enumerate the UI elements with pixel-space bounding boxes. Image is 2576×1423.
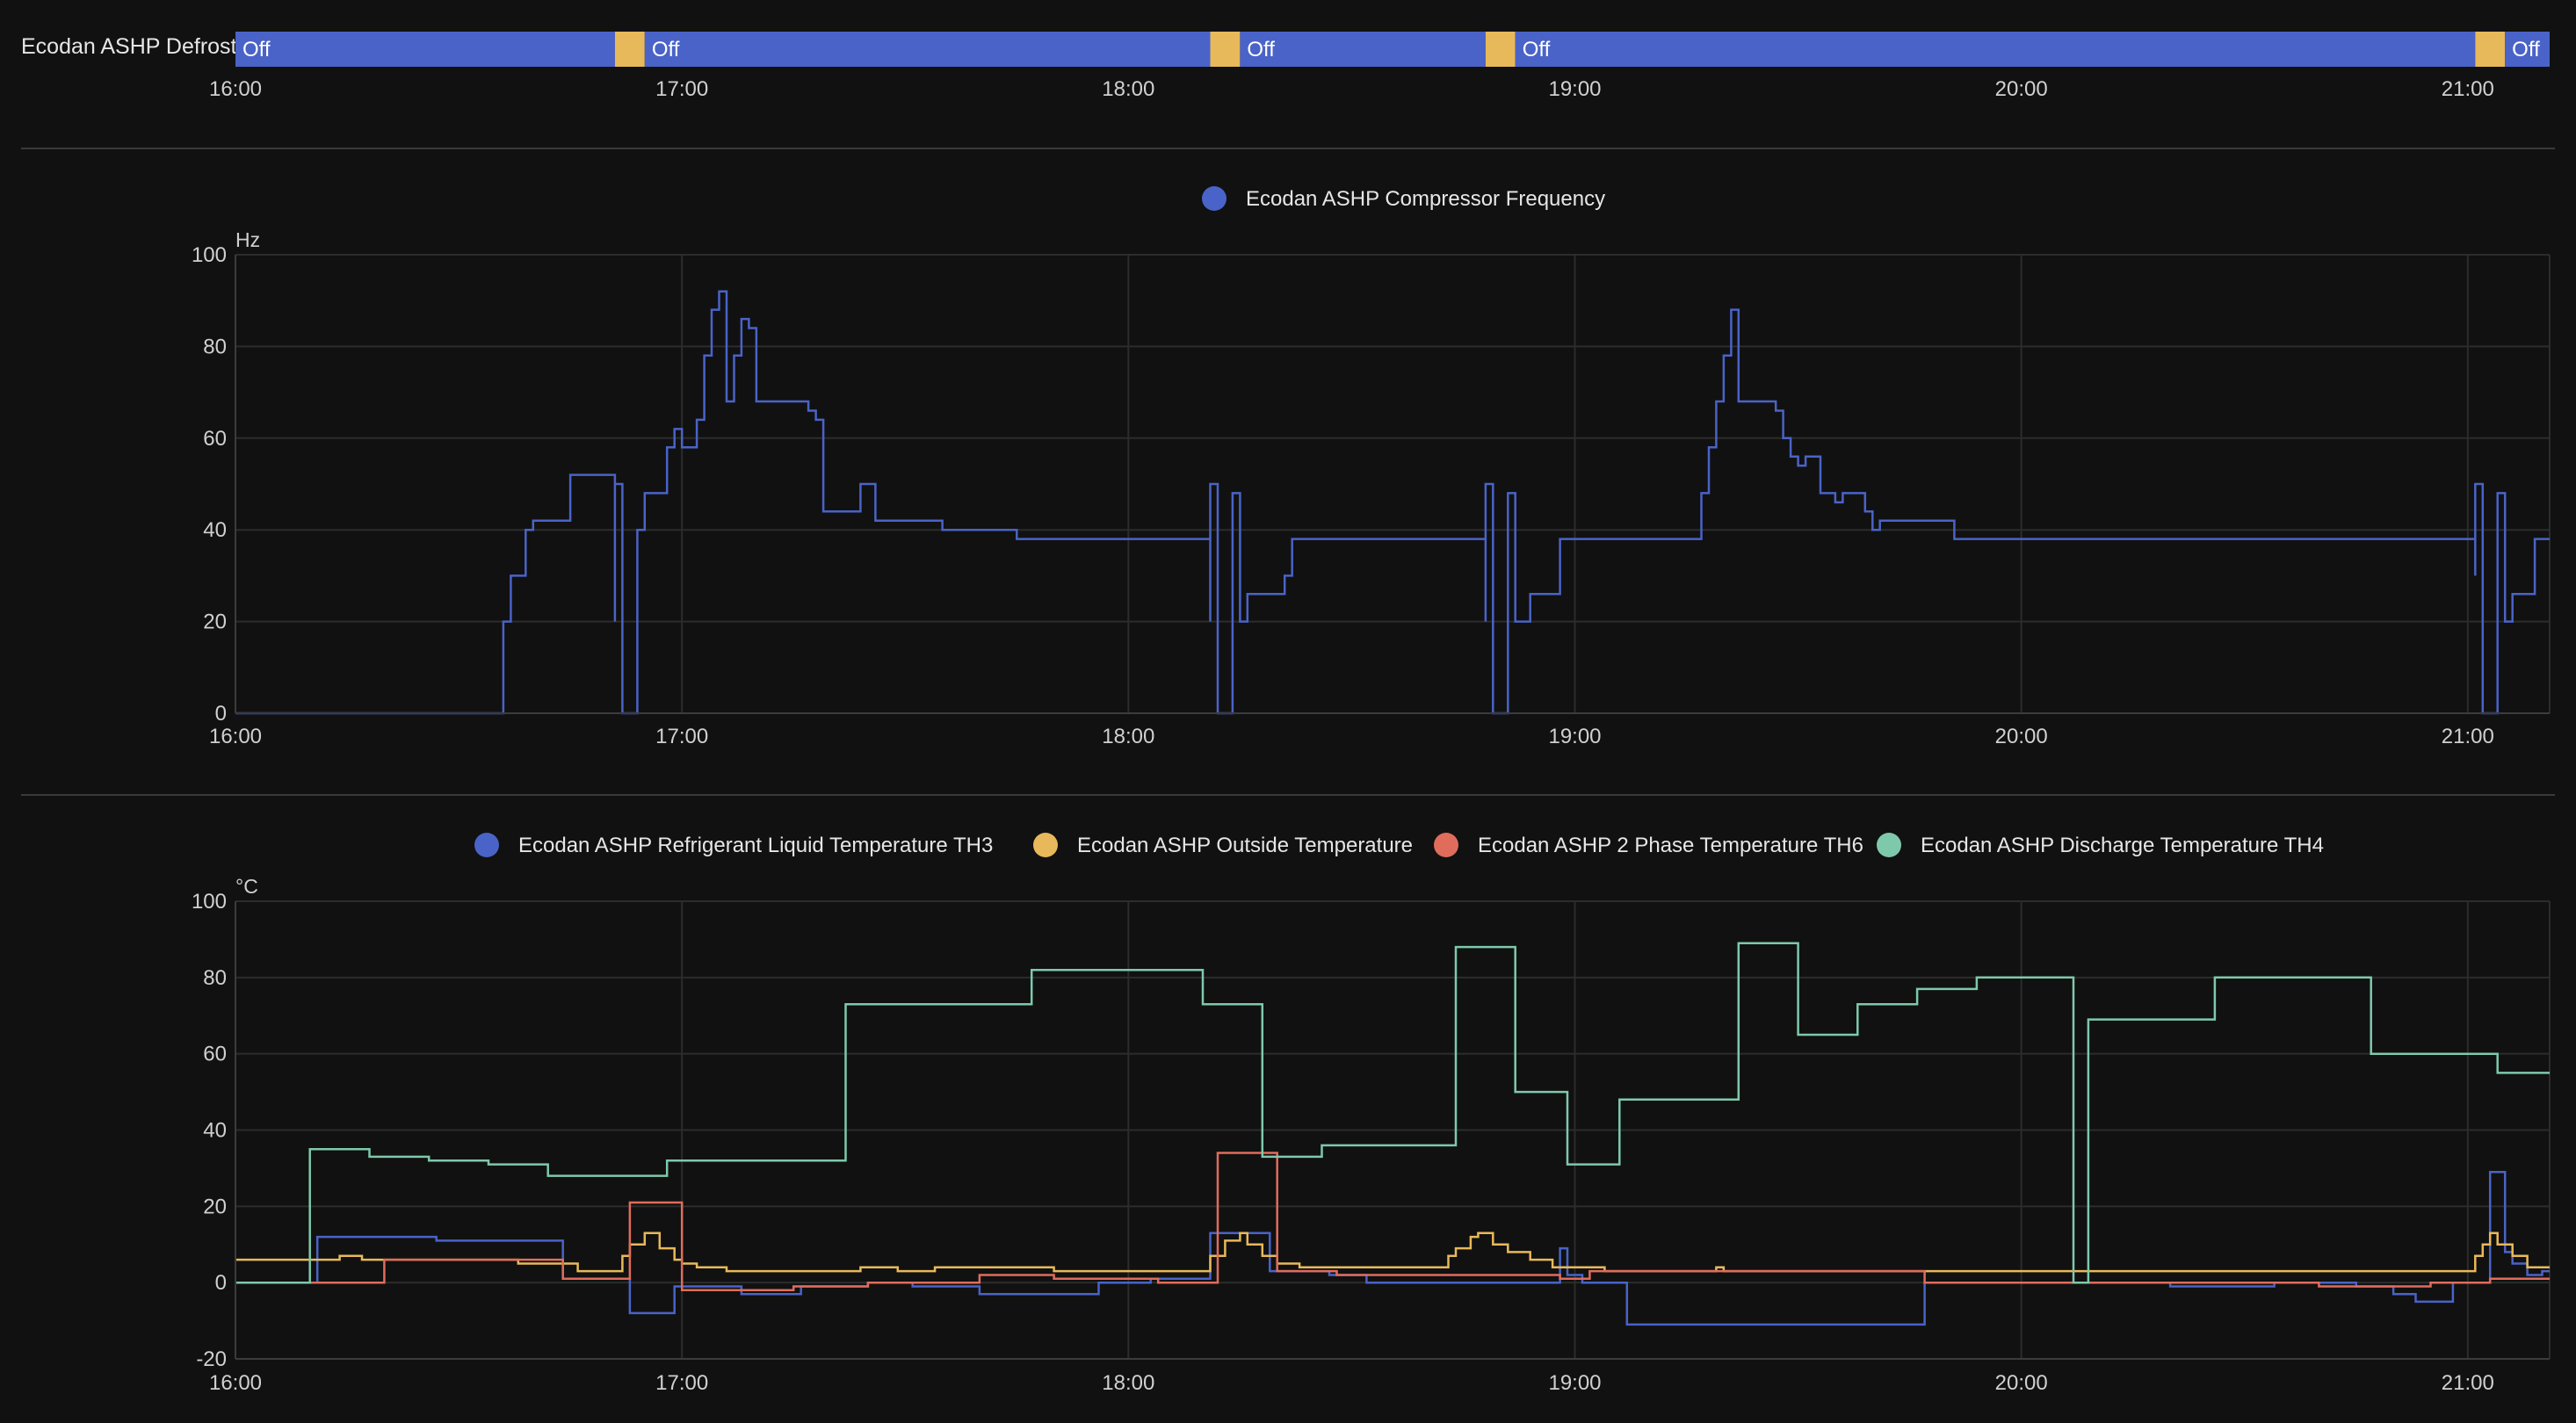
- timeline-segment-label: Off: [1523, 38, 1551, 61]
- y-tick-label: 0: [215, 1271, 227, 1295]
- y-tick-label: 20: [203, 1195, 227, 1218]
- timeline-tick-label: 16:00: [209, 77, 262, 101]
- legend-label[interactable]: Ecodan ASHP 2 Phase Temperature TH6: [1478, 834, 1863, 857]
- timeline-segment-label: Off: [1247, 38, 1275, 61]
- x-tick-label: 16:00: [209, 1371, 262, 1395]
- timeline-segment-off[interactable]: [1240, 32, 1486, 67]
- timeline-tick-label: 17:00: [655, 77, 708, 101]
- x-tick-label: 19:00: [1548, 1371, 1601, 1395]
- legend-swatch[interactable]: [1202, 186, 1226, 211]
- y-tick-label: 60: [203, 427, 227, 451]
- x-tick-label: 17:00: [655, 725, 708, 748]
- x-tick-label: 21:00: [2442, 1371, 2494, 1395]
- timeline-segment-off[interactable]: [1515, 32, 2476, 67]
- y-tick-label: 100: [192, 243, 227, 267]
- y-axis-unit: Hz: [235, 228, 260, 251]
- y-tick-label: 60: [203, 1043, 227, 1066]
- x-tick-label: 21:00: [2442, 725, 2494, 748]
- x-tick-label: 17:00: [655, 1371, 708, 1395]
- timeline-tick-label: 19:00: [1548, 77, 1601, 101]
- legend-label[interactable]: Ecodan ASHP Discharge Temperature TH4: [1921, 834, 2324, 857]
- series-line[interactable]: [235, 1232, 2550, 1273]
- y-tick-label: 20: [203, 610, 227, 634]
- timeline-tick-label: 21:00: [2442, 77, 2494, 101]
- x-tick-label: 16:00: [209, 725, 262, 748]
- timeline-segment-label: Off: [242, 38, 271, 61]
- legend-swatch[interactable]: [1877, 833, 1901, 857]
- y-tick-label: 40: [203, 518, 227, 542]
- temperature-chart: Ecodan ASHP Refrigerant Liquid Temperatu…: [192, 833, 2551, 1395]
- timeline-segment-on[interactable]: [1210, 32, 1241, 67]
- timeline-label: Ecodan ASHP Defrost: [21, 34, 237, 59]
- compressor-frequency-chart: Ecodan ASHP Compressor Frequency 0 20 40 60…: [192, 186, 2551, 748]
- timeline-segment-off[interactable]: [644, 32, 1211, 67]
- timeline-tick-label: 20:00: [1995, 77, 2048, 101]
- legend-label[interactable]: Ecodan ASHP Compressor Frequency: [1246, 187, 1605, 211]
- legend-label[interactable]: Ecodan ASHP Refrigerant Liquid Temperatu…: [518, 834, 993, 857]
- y-tick-label: 80: [203, 966, 227, 990]
- x-tick-label: 18:00: [1102, 1371, 1154, 1395]
- x-tick-label: 19:00: [1548, 725, 1601, 748]
- x-tick-label: 20:00: [1995, 725, 2048, 748]
- legend-swatch[interactable]: [1033, 833, 1058, 857]
- chart-legend: Ecodan ASHP Compressor Frequency: [1202, 186, 1605, 211]
- legend-label[interactable]: Ecodan ASHP Outside Temperature: [1077, 834, 1413, 857]
- series-line[interactable]: [235, 1152, 2550, 1292]
- timeline-segment-label: Off: [652, 38, 680, 61]
- timeline-segment-on[interactable]: [2475, 32, 2506, 67]
- legend-swatch[interactable]: [1434, 833, 1458, 857]
- timeline-segment-off[interactable]: [2505, 32, 2550, 67]
- series-line[interactable]: [235, 290, 2550, 715]
- y-tick-label: 100: [192, 890, 227, 914]
- y-tick-label: -20: [196, 1347, 227, 1371]
- y-tick-label: 40: [203, 1119, 227, 1143]
- timeline-segment-on[interactable]: [1485, 32, 1516, 67]
- timeline-segment-off[interactable]: [235, 32, 615, 67]
- timeline-segment-label: Off: [2512, 38, 2540, 61]
- y-tick-label: 0: [215, 702, 227, 726]
- series-line[interactable]: [235, 1171, 2550, 1326]
- timeline-tick-label: 18:00: [1102, 77, 1154, 101]
- x-tick-label: 18:00: [1102, 725, 1154, 748]
- y-axis-unit: °C: [235, 875, 258, 898]
- legend-swatch[interactable]: [474, 833, 499, 857]
- x-tick-label: 20:00: [1995, 1371, 2048, 1395]
- defrost-timeline: Ecodan ASHP Defrost Off Off Off Off Off 16:0…: [21, 32, 2550, 101]
- y-tick-label: 80: [203, 335, 227, 358]
- chart-legend: Ecodan ASHP Refrigerant Liquid Temperatu…: [474, 833, 2324, 857]
- timeline-segment-on[interactable]: [614, 32, 645, 67]
- series-line[interactable]: [235, 942, 2550, 1284]
